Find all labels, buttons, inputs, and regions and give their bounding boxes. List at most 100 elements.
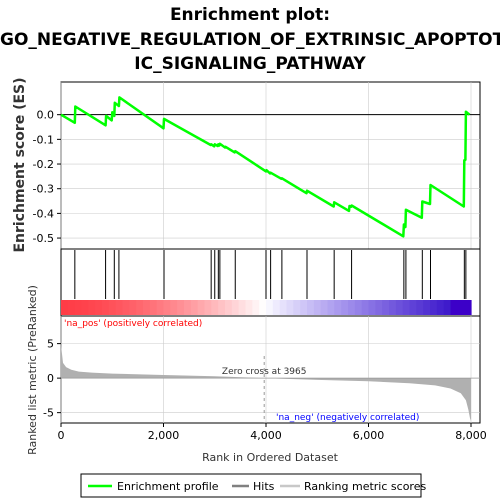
color-bar-segment (197, 300, 206, 315)
color-bar-segment (102, 300, 110, 315)
metric-y-tick-label: 5 (47, 338, 54, 351)
x-tick-label: 8,000 (455, 429, 487, 442)
metric-panel-frame (60, 315, 481, 424)
chart-title-line-3: IC_SIGNALING_PATHWAY (134, 54, 366, 74)
color-bar-segment (115, 300, 124, 315)
color-bar-segment (286, 300, 294, 315)
color-bar-segment (95, 300, 103, 315)
color-bar-segment (211, 300, 219, 315)
color-bar-segment (231, 300, 240, 315)
x-tick-label: 2,000 (148, 429, 180, 442)
color-bar-segment (272, 300, 281, 315)
color-bar-segment (67, 300, 76, 315)
metric-y-axis-label: Ranked list metric (PreRanked) (26, 285, 39, 455)
color-bar-segment (149, 300, 158, 315)
x-tick-label: 0 (58, 429, 65, 442)
color-bar-segment (293, 300, 301, 315)
metric-y-tick-label: 0 (47, 372, 54, 385)
color-bar-segment (368, 300, 376, 315)
color-bar-segment (382, 300, 390, 315)
x-axis: 0 2,000 4,000 6,000 8,000 (58, 423, 487, 442)
color-bar-segment (395, 300, 404, 315)
es-panel-frame (60, 81, 481, 250)
positive-correlated-label: 'na_pos' (positively correlated) (64, 319, 202, 329)
zero-cross-label: Zero cross at 3965 (222, 367, 307, 377)
color-bar-segment (443, 300, 452, 315)
es-y-tick-label: 0.0 (37, 109, 55, 122)
color-bar-segment (259, 300, 267, 315)
es-y-tick-label: -0.2 (33, 158, 54, 171)
metric-panel: Zero cross at 3965 'na_pos' (positively … (26, 285, 481, 455)
color-bar-segment (204, 300, 212, 315)
color-bar-segment (348, 300, 356, 315)
color-bar-segment (361, 300, 370, 315)
color-bar-segment (430, 300, 438, 315)
color-bar-segment (313, 300, 322, 315)
color-bar-segment (177, 300, 185, 315)
color-bar-segment (163, 300, 171, 315)
color-bar-segment (266, 300, 274, 315)
x-tick-label: 4,000 (250, 429, 282, 442)
legend-metric-label: Ranking metric scores (304, 480, 426, 493)
chart-title-line-2: GO_NEGATIVE_REGULATION_OF_EXTRINSIC_APOP… (0, 30, 500, 50)
color-bar-segment (402, 300, 411, 315)
color-bar-segment (88, 300, 96, 315)
chart-title-line-1: Enrichment plot: (169, 5, 331, 25)
color-bar-segment (252, 300, 260, 315)
color-bar-segment (327, 300, 335, 315)
legend: Enrichment profile Hits Ranking metric s… (80, 473, 426, 498)
es-y-tick-label: -0.4 (33, 207, 54, 220)
color-bar-segment (436, 300, 445, 315)
color-bar-segment (218, 300, 226, 315)
color-bar-segment (170, 300, 178, 315)
x-tick-label: 6,000 (353, 429, 385, 442)
hits-panel (60, 248, 481, 317)
legend-hits-label: Hits (253, 480, 275, 493)
x-axis-label: Rank in Ordered Dataset (202, 451, 339, 464)
color-bar-segment (74, 300, 83, 315)
color-bar-segment (450, 300, 458, 315)
color-bar-segment (334, 300, 342, 315)
metric-y-tick-label: -5 (43, 407, 54, 420)
color-bar-segment (300, 300, 308, 315)
color-bar-segment (61, 300, 69, 315)
color-bar-segment (143, 300, 151, 315)
color-bar-segment (81, 300, 89, 315)
color-bar-segment (389, 300, 397, 315)
negative-correlated-label: 'na_neg' (negatively correlated) (276, 413, 419, 423)
es-y-axis-label: Enrichment score (ES) (12, 77, 28, 252)
color-bar-segment (464, 300, 472, 315)
color-bar-segment (307, 300, 315, 315)
color-bar-segment (190, 300, 199, 315)
legend-frame (80, 473, 422, 498)
color-bar-segment (225, 300, 233, 315)
es-y-tick-label: -0.5 (33, 232, 54, 245)
color-bar-segment (341, 300, 349, 315)
color-bar-segment (457, 300, 465, 315)
color-bar-segment (122, 300, 130, 315)
es-panel: 0.0 -0.1 -0.2 -0.3 -0.4 -0.5 Enrichment score… (12, 77, 481, 253)
enrichment-profile-line (60, 96, 471, 238)
es-y-tick-label: -0.1 (33, 133, 54, 146)
color-bar-segment (409, 300, 417, 315)
es-y-ticks: 0.0 -0.1 -0.2 -0.3 -0.4 -0.5 (33, 109, 61, 245)
color-bar-segment (279, 300, 288, 315)
metric-y-ticks: 5 0 -5 (43, 338, 61, 420)
color-bar-segment (375, 300, 383, 315)
color-bar-segment (129, 300, 137, 315)
color-bar-segment (156, 300, 165, 315)
color-bar-segment (354, 300, 363, 315)
color-bar-segment (416, 300, 424, 315)
ranking-color-bar (61, 300, 472, 315)
legend-enrichment-label: Enrichment profile (117, 480, 219, 493)
color-bar-segment (136, 300, 144, 315)
color-bar-segment (245, 300, 253, 315)
color-bar-segment (423, 300, 431, 315)
es-y-tick-label: -0.3 (33, 183, 54, 196)
color-bar-segment (238, 300, 247, 315)
hit-lines (74, 250, 467, 299)
color-bar-segment (184, 300, 192, 315)
color-bar-segment (108, 300, 117, 315)
